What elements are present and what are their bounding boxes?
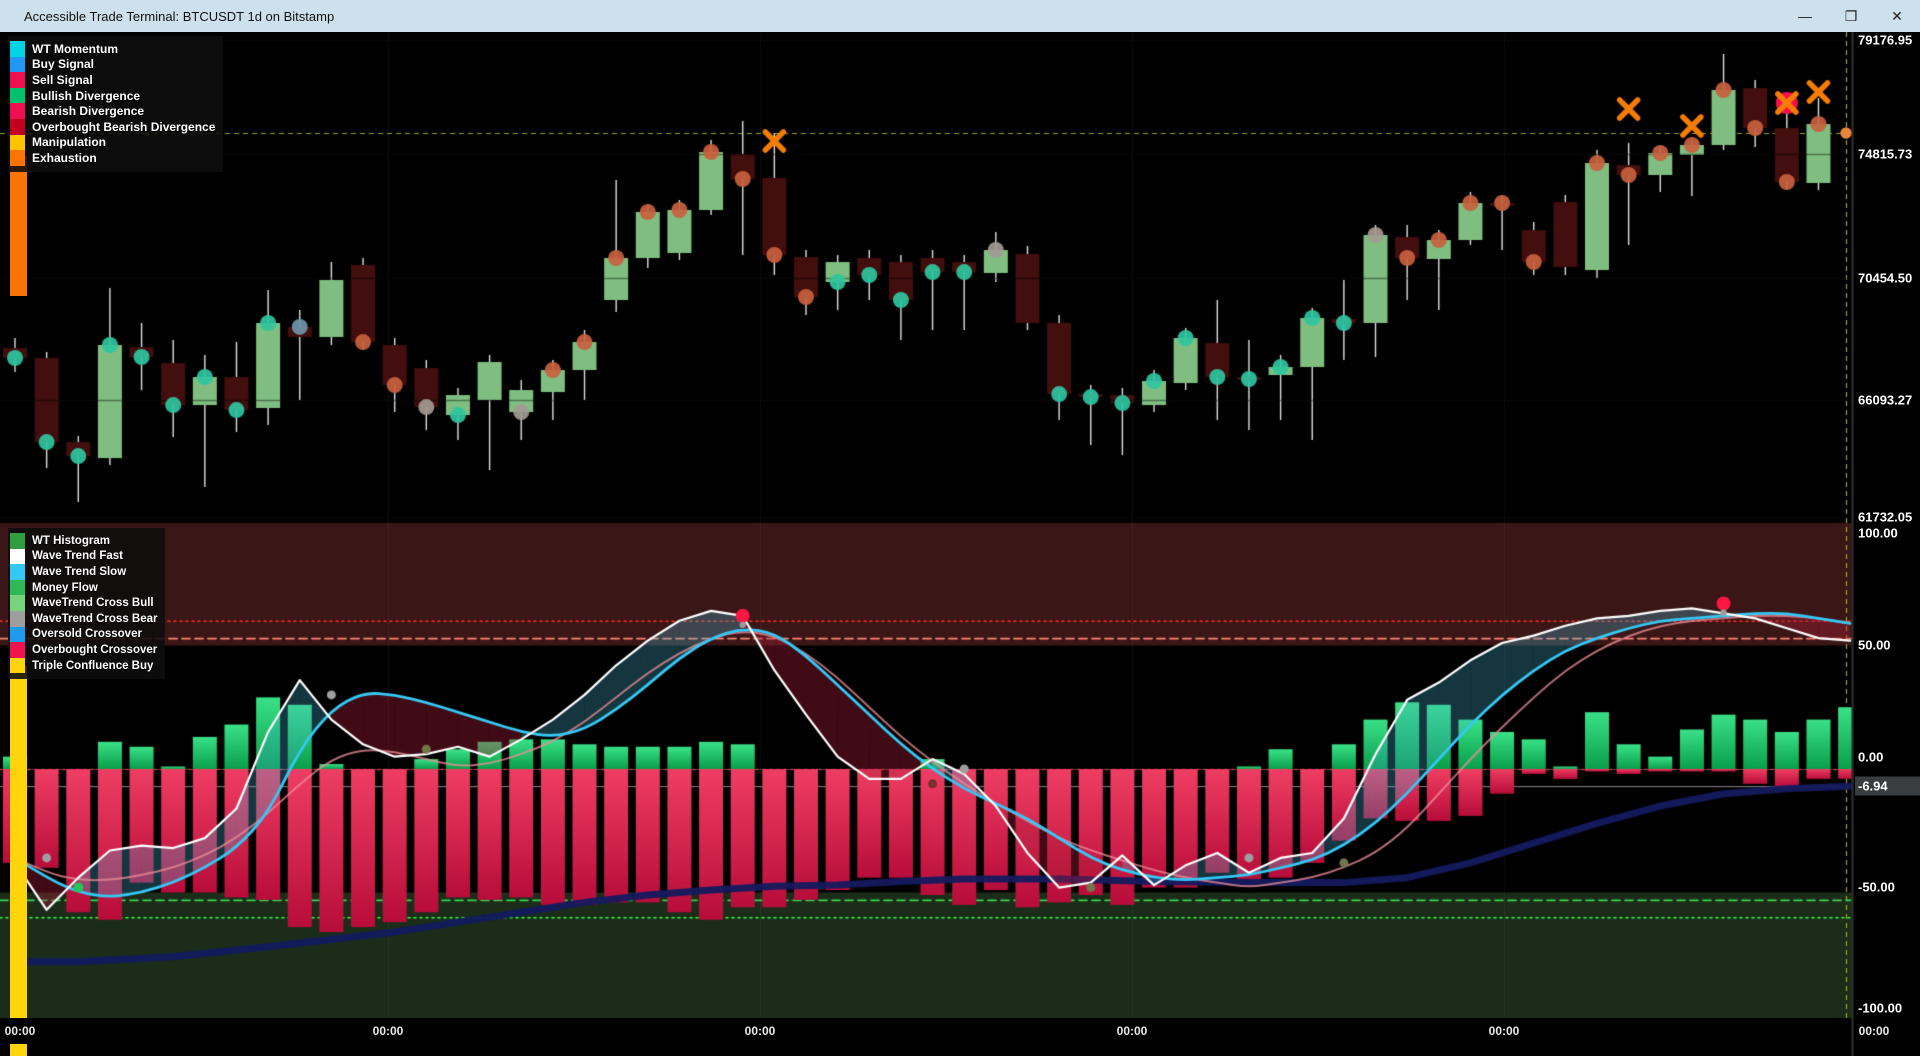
- legend-item-buy-signal: Buy Signal: [10, 56, 215, 73]
- legend-item-label: Bullish Divergence: [32, 88, 141, 103]
- legend-item-oversold-crossover: Oversold Crossover: [10, 626, 157, 643]
- time-label-0: 00:00: [4, 1024, 36, 1038]
- legend-item-wt-histogram: WT Histogram: [10, 533, 157, 549]
- triple-confluence-strip: [10, 666, 27, 1018]
- restore-button[interactable]: ❐: [1844, 7, 1858, 24]
- overbought-bearish-divergence-swatch-icon: [10, 118, 25, 135]
- axis-label--100.00: -100.00: [1858, 1000, 1903, 1016]
- legend-item-label: Overbought Crossover: [32, 643, 158, 656]
- legend-item-exhaustion: Exhaustion: [10, 150, 215, 166]
- legend-item-label: Exhaustion: [32, 150, 97, 165]
- oversold-crossover-swatch-icon: [10, 626, 25, 643]
- legend-item-overbought-bearish-divergence: Overbought Bearish Divergence: [10, 118, 216, 135]
- legend-item-label: Wave Trend Slow: [32, 565, 127, 578]
- wt-histogram-swatch-icon: [10, 533, 25, 549]
- legend-item-wt-momentum: WT Momentum: [10, 41, 215, 57]
- wavetrend-cross-bear-swatch-icon: [10, 610, 25, 627]
- triple-confluence-buy-swatch-icon: [10, 657, 25, 674]
- wavetrend-cross-bull-swatch-icon: [10, 595, 25, 611]
- time-label-3: 00:00: [1116, 1024, 1148, 1038]
- close-button[interactable]: ✕: [1891, 7, 1903, 24]
- legend-item-wave-trend-slow: Wave Trend Slow: [10, 564, 157, 580]
- oscillator-current-value-badge: -6.94: [1855, 776, 1920, 796]
- window-controls: — ❐ ✕: [1782, 0, 1920, 32]
- time-label-1: 00:00: [372, 1024, 404, 1038]
- title-bar: Accessible Trade Terminal: BTCUSDT 1d on…: [0, 0, 1920, 32]
- legend-item-label: WT Histogram: [32, 534, 110, 547]
- legend-item-label: Sell Signal: [32, 72, 93, 87]
- legend-item-label: Triple Confluence Buy: [32, 659, 154, 672]
- axis-label-79176.95: 79176.95: [1858, 32, 1913, 48]
- axis-label-0.00: 0.00: [1858, 749, 1884, 765]
- axis-label-70454.50: 70454.50: [1858, 270, 1913, 286]
- sell-signal-swatch-icon: [10, 72, 25, 88]
- legend-item-manipulation: Manipulation: [10, 134, 215, 151]
- axis-label--50.00: -50.00: [1858, 879, 1895, 895]
- manipulation-swatch-icon: [10, 134, 25, 151]
- axis-label-66093.27: 66093.27: [1858, 392, 1913, 408]
- buy-signal-swatch-icon: [10, 56, 25, 73]
- legend-item-label: WaveTrend Cross Bull: [32, 597, 154, 610]
- money-flow-swatch-icon: [10, 579, 25, 596]
- axis-label-61732.05: 61732.05: [1858, 509, 1913, 525]
- legend-item-label: WaveTrend Cross Bear: [32, 612, 158, 625]
- legend-item-label: Buy Signal: [32, 57, 95, 72]
- minimize-button[interactable]: —: [1798, 8, 1812, 24]
- legend-item-money-flow: Money Flow: [10, 579, 157, 596]
- legend-item-label: Manipulation: [32, 135, 106, 150]
- legend-item-bearish-divergence: Bearish Divergence: [10, 103, 215, 119]
- wave-trend-slow-swatch-icon: [10, 564, 25, 580]
- oscillator-panel-legend: WT Histogram Wave Trend Fast Wave Trend Sl…: [8, 528, 166, 680]
- legend-item-wavetrend-cross-bull: WaveTrend Cross Bull: [10, 595, 157, 611]
- bullish-divergence-swatch-icon: [10, 87, 25, 104]
- legend-item-label: Overbought Bearish Divergence: [32, 119, 216, 134]
- legend-item-label: WT Momentum: [32, 41, 118, 56]
- legend-item-label: Oversold Crossover: [32, 628, 142, 641]
- legend-item-wave-trend-fast: Wave Trend Fast: [10, 548, 157, 565]
- time-label-2: 00:00: [744, 1024, 776, 1038]
- legend-item-label: Bearish Divergence: [32, 104, 145, 119]
- overbought-crossover-swatch-icon: [10, 642, 25, 658]
- bearish-divergence-swatch-icon: [10, 103, 25, 119]
- time-label-5: 00:00: [1858, 1024, 1890, 1038]
- exhaustion-swatch-icon: [10, 150, 25, 166]
- price-panel-legend: WT Momentum Buy Signal Sell Signal Bullish …: [8, 36, 224, 172]
- wt-momentum-swatch-icon: [10, 41, 25, 57]
- legend-item-label: Wave Trend Fast: [32, 550, 123, 563]
- time-label-4: 00:00: [1488, 1024, 1520, 1038]
- axis-label-50.00: 50.00: [1858, 637, 1891, 653]
- triple-confluence-strip-lower: [10, 1044, 27, 1056]
- legend-item-label: Money Flow: [32, 581, 98, 594]
- legend-item-triple-confluence-buy: Triple Confluence Buy: [10, 657, 157, 674]
- legend-item-sell-signal: Sell Signal: [10, 72, 215, 88]
- window-title: Accessible Trade Terminal: BTCUSDT 1d on…: [24, 8, 335, 24]
- axis-label-74815.73: 74815.73: [1858, 146, 1913, 162]
- legend-item-wavetrend-cross-bear: WaveTrend Cross Bear: [10, 610, 158, 627]
- legend-item-bullish-divergence: Bullish Divergence: [10, 87, 215, 104]
- exhaustion-strip: [10, 156, 27, 296]
- wave-trend-fast-swatch-icon: [10, 548, 25, 565]
- axis-label-100.00: 100.00: [1858, 525, 1898, 541]
- legend-item-overbought-crossover: Overbought Crossover: [10, 642, 157, 658]
